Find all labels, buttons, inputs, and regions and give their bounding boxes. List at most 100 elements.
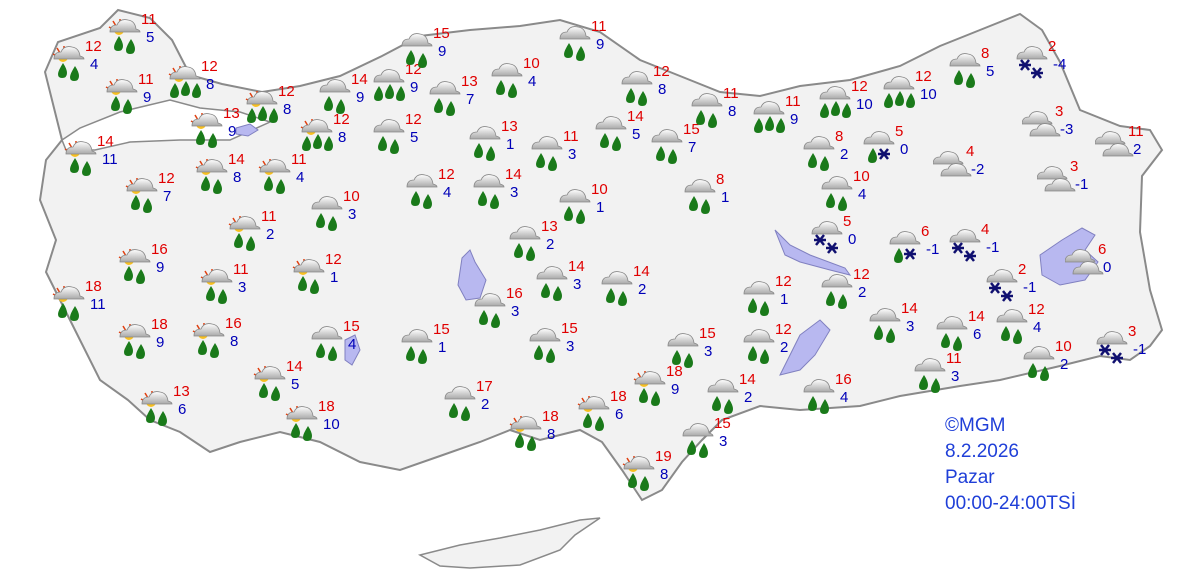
min-temperature: 2 — [1060, 356, 1069, 373]
min-temperature: 1 — [721, 189, 730, 206]
max-temperature: 12 — [278, 83, 295, 100]
max-temperature: 13 — [223, 105, 240, 122]
max-temperature: 14 — [901, 300, 918, 317]
max-temperature: 15 — [433, 25, 450, 42]
station-forecast: 15 3 — [681, 416, 741, 466]
max-temperature: 12 — [915, 68, 932, 85]
station-forecast: 15 3 — [666, 326, 726, 376]
max-temperature: 15 — [561, 320, 578, 337]
station-forecast: 16 9 — [118, 242, 178, 292]
rain-icon — [914, 358, 946, 393]
max-temperature: 14 — [568, 258, 585, 275]
station-forecast: 19 8 — [622, 449, 682, 499]
station-forecast: 10 4 — [490, 56, 550, 106]
rain-icon — [821, 274, 853, 309]
rain-icon — [996, 309, 1028, 344]
station-forecast: 16 3 — [473, 286, 533, 336]
partly-cloudy-rain-icon — [118, 324, 151, 359]
min-temperature: 10 — [920, 86, 937, 103]
max-temperature: 14 — [286, 358, 303, 375]
rain-icon — [373, 119, 405, 154]
min-temperature: 1 — [596, 199, 605, 216]
partly-cloudy-rain-icon — [577, 396, 610, 431]
min-temperature: 1 — [506, 136, 515, 153]
min-temperature: 6 — [615, 406, 624, 423]
rain-icon — [803, 136, 835, 171]
station-forecast: 12 10 — [818, 79, 878, 129]
max-temperature: 12 — [325, 251, 342, 268]
min-temperature: 3 — [719, 433, 728, 450]
min-temperature: 0 — [848, 231, 857, 248]
rain-icon — [529, 328, 561, 363]
min-temperature: 8 — [547, 426, 556, 443]
min-temperature: 1 — [330, 269, 339, 286]
partly-cloudy-heavy-rain-icon — [245, 91, 278, 123]
rain-icon — [869, 308, 901, 343]
max-temperature: 13 — [541, 218, 558, 235]
max-temperature: 12 — [438, 166, 455, 183]
partly-cloudy-rain-icon — [52, 286, 85, 321]
station-forecast: 16 4 — [802, 372, 862, 422]
min-temperature: -1 — [1133, 341, 1147, 358]
partly-cloudy-rain-icon — [192, 323, 225, 358]
station-forecast: 11 3 — [530, 129, 590, 179]
max-temperature: 18 — [610, 388, 627, 405]
snow-icon — [1016, 46, 1048, 79]
station-forecast: 3 -1 — [1037, 159, 1097, 209]
partly-cloudy-rain-icon — [52, 46, 85, 81]
rain-icon — [536, 266, 568, 301]
rain-icon — [559, 189, 591, 224]
station-forecast: 14 5 — [253, 359, 313, 409]
min-temperature: 0 — [1103, 259, 1112, 276]
min-temperature: 2 — [266, 226, 275, 243]
station-forecast: 15 9 — [400, 26, 460, 76]
max-temperature: 12 — [405, 111, 422, 128]
partly-cloudy-rain-icon — [285, 406, 318, 441]
min-temperature: 4 — [296, 169, 305, 186]
station-forecast: 10 1 — [558, 182, 618, 232]
min-temperature: -1 — [1075, 176, 1089, 193]
max-temperature: 16 — [835, 371, 852, 388]
min-temperature: 10 — [323, 416, 340, 433]
rain-icon — [691, 93, 723, 128]
max-temperature: 10 — [591, 181, 608, 198]
max-temperature: 15 — [714, 415, 731, 432]
min-temperature: 4 — [528, 73, 537, 90]
max-temperature: 14 — [228, 151, 245, 168]
partly-cloudy-rain-icon — [633, 371, 666, 406]
min-temperature: 7 — [466, 91, 475, 108]
station-forecast: 11 3 — [200, 262, 260, 312]
min-temperature: 9 — [143, 89, 152, 106]
station-forecast: 12 8 — [620, 64, 680, 114]
partly-cloudy-rain-icon — [105, 79, 138, 114]
partly-cloudy-rain-icon — [140, 391, 173, 426]
rain-icon — [743, 329, 775, 364]
max-temperature: 11 — [233, 261, 249, 278]
heavy-rain-icon — [753, 101, 785, 133]
partly-cloudy-rain-icon — [64, 141, 97, 176]
station-forecast: 6 -1 — [888, 224, 948, 274]
max-temperature: 14 — [739, 371, 756, 388]
rain-icon — [429, 81, 461, 116]
min-temperature: 8 — [283, 101, 292, 118]
rain-snow-icon — [863, 131, 895, 163]
max-temperature: 15 — [683, 121, 700, 138]
max-temperature: 3 — [1055, 103, 1064, 120]
station-forecast: 11 5 — [108, 12, 168, 62]
min-temperature: 4 — [348, 336, 357, 353]
rain-icon — [319, 79, 351, 114]
max-temperature: 10 — [523, 55, 540, 72]
min-temperature: 2 — [638, 281, 647, 298]
min-temperature: 3 — [573, 276, 582, 293]
partly-cloudy-rain-icon — [118, 249, 151, 284]
station-forecast: 12 1 — [742, 274, 802, 324]
max-temperature: 10 — [1055, 338, 1072, 355]
max-temperature: 2 — [1018, 261, 1027, 278]
min-temperature: 2 — [858, 284, 867, 301]
station-forecast: 12 10 — [882, 69, 942, 119]
min-temperature: 8 — [206, 76, 215, 93]
max-temperature: 3 — [1070, 158, 1079, 175]
min-temperature: -2 — [971, 161, 985, 178]
min-temperature: 9 — [438, 43, 447, 60]
station-forecast: 8 1 — [683, 172, 743, 222]
